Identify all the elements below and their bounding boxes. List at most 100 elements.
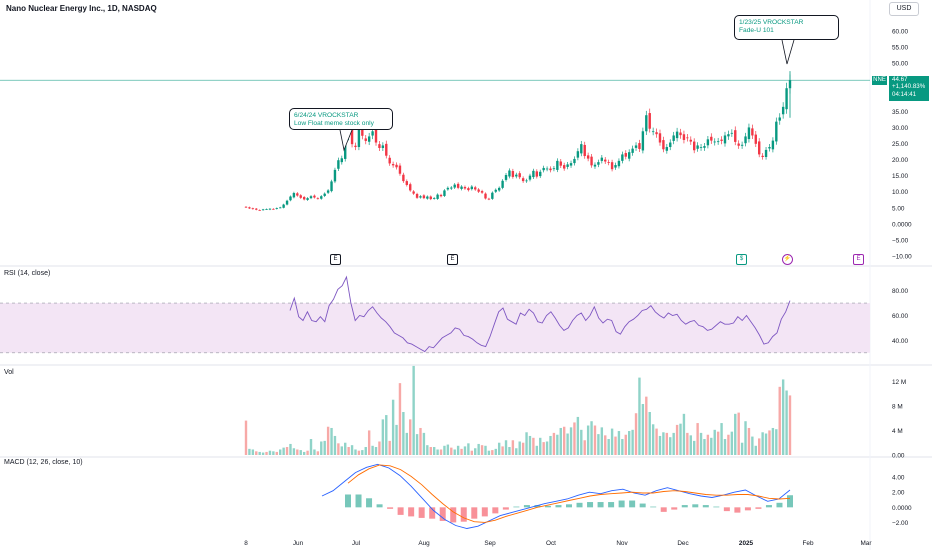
candle-body [703, 146, 706, 148]
macd-histogram-bar [544, 505, 551, 508]
volume-bar [402, 412, 405, 455]
volume-bar [443, 445, 446, 455]
volume-bar [371, 445, 374, 455]
candle-body [689, 139, 692, 142]
candle-body [734, 130, 737, 142]
candle-body [320, 196, 323, 199]
volume-bar [521, 442, 525, 455]
candle-body [785, 88, 788, 110]
candle-body [768, 147, 771, 149]
candle-body [607, 162, 610, 163]
candle-body [402, 174, 405, 182]
candle-body [610, 162, 614, 170]
volume-bar [535, 445, 539, 455]
time-axis-tick-label: Mar [860, 540, 872, 547]
candle-body [405, 181, 409, 185]
volume-bar [751, 436, 754, 455]
volume-bar [364, 447, 367, 455]
volume-bar [395, 424, 398, 455]
macd-histogram-bar [639, 503, 646, 508]
candle-body [627, 152, 631, 159]
candle-body [371, 131, 374, 136]
dividend-event-marker[interactable]: $ [736, 254, 747, 265]
volume-bar [713, 429, 716, 455]
candle-body [484, 193, 487, 199]
macd-histogram-bar [397, 507, 404, 515]
candle-body [518, 173, 521, 178]
split-event-marker[interactable]: ⚡ [782, 254, 793, 265]
macd-histogram-bar [660, 507, 667, 512]
volume-bar [662, 432, 665, 455]
volume-bar [740, 442, 744, 455]
price-tag: 44.67 +1,140.83% 04:14:41 [889, 76, 929, 101]
volume-bar [296, 449, 299, 455]
volume-bar [313, 449, 316, 455]
volume-bar [258, 451, 261, 455]
candle-body [299, 195, 302, 198]
annotation-callout-1[interactable]: 6/24/24 VROCKSTAR Low Float meme stock o… [289, 108, 393, 130]
volume-bar [439, 449, 443, 455]
annotation-callout-2[interactable]: 1/23/25 VROCKSTAR Fade-U 101 [734, 15, 839, 40]
candle-body [747, 127, 751, 140]
candle-body [501, 180, 504, 188]
macd-histogram-bar [787, 495, 793, 508]
candle-body [744, 136, 747, 144]
earnings-event-marker[interactable]: E [330, 254, 341, 265]
candle-body [419, 196, 422, 198]
volume-bar [758, 438, 761, 455]
candle-body [391, 164, 395, 166]
macd-histogram-bar [671, 507, 678, 510]
macd-histogram-bar [765, 505, 772, 508]
macd-histogram-bar [534, 505, 541, 508]
macd-axis-tick-label: 2.00 [892, 490, 905, 497]
candle-body [542, 167, 545, 171]
volume-bar [248, 448, 251, 455]
candle-body [672, 135, 675, 141]
future-earnings-event-marker[interactable]: E [853, 254, 864, 265]
candle-body [429, 196, 432, 200]
candle-body [651, 131, 655, 133]
candle-body [494, 189, 497, 192]
volume-bar [679, 423, 682, 455]
macd-histogram-bar [587, 502, 594, 508]
volume-bar [627, 431, 631, 455]
volume-bar [477, 443, 480, 455]
price-axis-tick-label: 30.00 [892, 125, 908, 132]
volume-bar [600, 427, 604, 455]
candle-body [539, 171, 542, 177]
macd-histogram-bar [418, 507, 425, 518]
macd-histogram-bar [355, 494, 362, 508]
volume-bar [432, 447, 436, 455]
time-axis-tick-label: Dec [677, 540, 689, 547]
candle-body [248, 207, 251, 209]
price-tag-symbol: NNE [872, 76, 887, 85]
macd-axis-tick-label: −2.00 [892, 520, 909, 527]
volume-axis-tick-label: 8 M [892, 403, 903, 410]
volume-bar [686, 432, 689, 455]
price-tag-price: 44.67 [892, 76, 908, 83]
candle-body [723, 135, 727, 144]
volume-bar [326, 426, 330, 455]
candle-body [261, 209, 265, 211]
volume-bar [474, 448, 477, 455]
candle-body [439, 194, 443, 197]
volume-bar [361, 450, 364, 455]
volume-bar [532, 437, 535, 455]
volume-bar [576, 416, 580, 455]
volume-bar [788, 395, 792, 455]
currency-selector[interactable]: USD [889, 2, 919, 16]
volume-bar [771, 427, 775, 455]
macd-histogram-bar [523, 505, 530, 508]
volume-bar [330, 427, 333, 455]
volume-bar [504, 440, 508, 455]
macd-histogram-bar [513, 506, 520, 508]
candle-body [764, 149, 768, 157]
earnings-event-marker[interactable]: E [447, 254, 458, 265]
candle-body [477, 189, 480, 192]
volume-bar [689, 435, 692, 455]
volume-bar [487, 450, 491, 455]
candle-body [497, 187, 501, 191]
macd-histogram-bar [734, 507, 741, 513]
volume-bar [651, 424, 655, 455]
